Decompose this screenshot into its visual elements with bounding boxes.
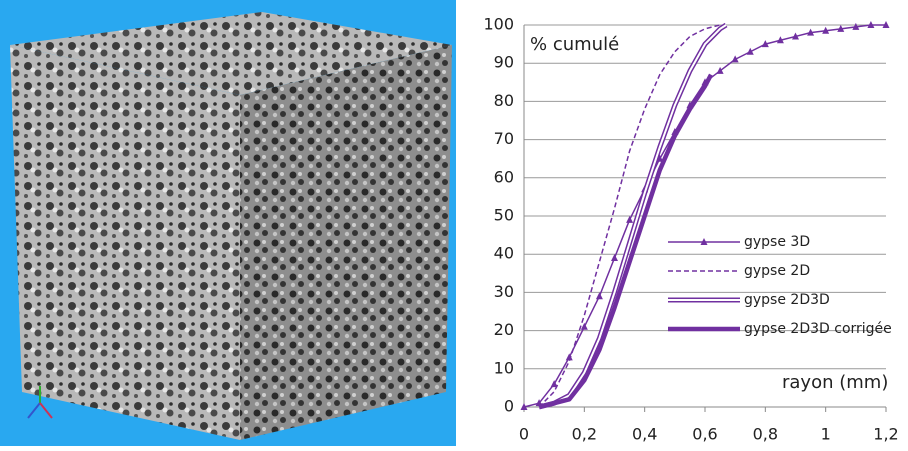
x-tick-label: 0 xyxy=(519,425,529,444)
line xyxy=(538,73,714,410)
y-tick-label: 30 xyxy=(494,282,514,301)
marker xyxy=(761,40,769,48)
legend-marker xyxy=(700,238,708,245)
marker xyxy=(792,32,799,40)
marker xyxy=(716,66,724,74)
x-tick-label: 0,6 xyxy=(692,425,717,444)
marker xyxy=(882,21,890,28)
y-tick-label: 80 xyxy=(494,91,514,110)
marker xyxy=(807,28,815,36)
marker xyxy=(837,24,845,32)
marker xyxy=(595,292,603,300)
y-tick-label: 40 xyxy=(494,244,514,263)
x-tick-label: 0,2 xyxy=(572,425,597,444)
marker xyxy=(852,22,860,30)
y-tick-label: 60 xyxy=(494,167,514,186)
legend-label: gypse 2D3D xyxy=(744,292,830,308)
line-inner xyxy=(538,24,727,408)
x-tick-label: 0,4 xyxy=(632,425,657,444)
marker xyxy=(520,403,528,410)
marker xyxy=(626,215,634,223)
y-tick-label: 100 xyxy=(483,15,514,34)
marker xyxy=(867,21,875,28)
legend-label: gypse 2D xyxy=(744,263,810,279)
marker xyxy=(746,47,754,55)
marker xyxy=(611,254,618,262)
legend-label: gypse 3D xyxy=(744,234,810,250)
y-axis-annotation: % cumulé xyxy=(530,34,619,55)
x-tick-label: 1,2 xyxy=(873,425,898,444)
y-tick-label: 70 xyxy=(494,129,514,148)
marker xyxy=(565,353,573,361)
y-tick-label: 10 xyxy=(494,358,514,377)
y-tick-label: 90 xyxy=(494,53,514,72)
y-tick-label: 20 xyxy=(494,320,514,339)
marker xyxy=(550,380,558,388)
marker xyxy=(776,36,784,44)
marker xyxy=(580,322,588,330)
chart: % cumulé rayon (mm) 01020304050607080901… xyxy=(483,15,898,444)
marker xyxy=(822,26,830,34)
marker xyxy=(731,55,739,63)
x-tick-label: 1 xyxy=(821,425,831,444)
x-axis-annotation: rayon (mm) xyxy=(782,372,888,393)
y-tick-label: 0 xyxy=(504,397,514,416)
x-tick-label: 0,8 xyxy=(753,425,778,444)
y-tick-label: 50 xyxy=(494,206,514,225)
sample-image xyxy=(0,0,456,446)
line xyxy=(538,24,721,408)
legend-label: gypse 2D3D corrigée xyxy=(744,321,892,337)
